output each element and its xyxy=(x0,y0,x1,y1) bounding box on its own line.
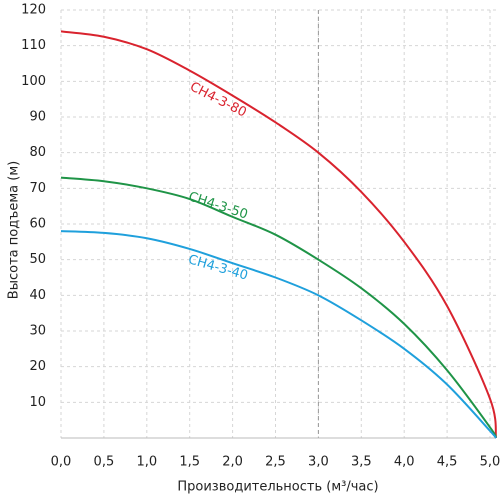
x-tick-label: 5,0 xyxy=(480,455,500,470)
curve-label: CH4-3-50 xyxy=(187,189,250,222)
x-tick-label: 1,0 xyxy=(136,455,157,470)
x-tick-label: 2,0 xyxy=(222,455,243,470)
y-tick-label: 70 xyxy=(29,181,46,196)
curve xyxy=(60,230,497,439)
y-tick-label: 110 xyxy=(21,38,46,53)
y-tick-label: 30 xyxy=(29,324,46,339)
y-tick-label: 60 xyxy=(29,217,46,232)
curve-label: CH4-3-40 xyxy=(186,252,249,283)
y-tick-label: 80 xyxy=(29,145,46,160)
x-tick-label: 3,0 xyxy=(308,455,329,470)
y-tick-label: 100 xyxy=(21,74,46,89)
y-tick-label: 50 xyxy=(29,252,46,267)
y-tick-label: 120 xyxy=(21,3,46,18)
x-tick-label: 2,5 xyxy=(265,455,286,470)
curve xyxy=(60,30,497,439)
x-tick-label: 0,5 xyxy=(94,455,115,470)
x-tick-label: 4,0 xyxy=(394,455,415,470)
x-axis-label: Производительность (м³/час) xyxy=(177,480,378,495)
x-tick-label: 0,0 xyxy=(51,455,72,470)
y-axis-label: Высота подъема (м) xyxy=(7,161,22,299)
x-tick-label: 1,5 xyxy=(179,455,200,470)
y-tick-label: 20 xyxy=(29,359,46,374)
y-tick-label: 40 xyxy=(29,288,46,303)
x-tick-label: 4,5 xyxy=(437,455,458,470)
y-tick-label: 10 xyxy=(29,395,46,410)
x-tick-label: 3,5 xyxy=(351,455,372,470)
curve xyxy=(60,176,497,439)
y-tick-label: 90 xyxy=(29,110,46,125)
